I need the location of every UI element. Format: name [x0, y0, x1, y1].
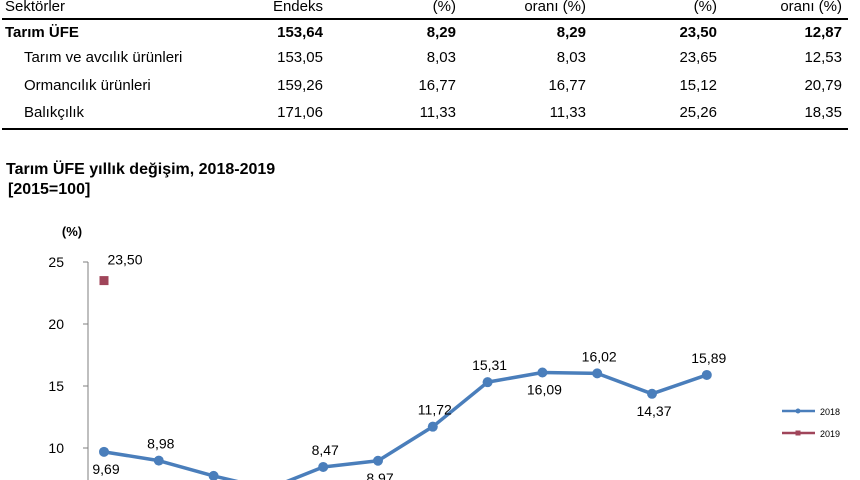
table-bottom-rule [2, 128, 848, 130]
chart-legend: 2018 2019 [782, 407, 840, 439]
series-2018-point [537, 367, 548, 378]
cell-ytd: 8,03 [556, 49, 586, 66]
y-tick-label: 20 [48, 316, 64, 332]
table-row: Ormancılık ürünleri 159,26 16,77 16,77 1… [0, 76, 848, 102]
header-average-change: oranı (%) [780, 0, 842, 15]
series-2018-point [592, 368, 603, 379]
table-row: Tarım ve avcılık ürünleri 153,05 8,03 8,… [0, 48, 848, 74]
data-label-2018: 15,31 [472, 357, 507, 373]
cell-annual: 15,12 [679, 77, 717, 94]
y-tick-label: 15 [48, 378, 64, 394]
legend-label: 2019 [820, 429, 840, 439]
header-annual-change: (%) [693, 0, 717, 15]
series-2018-line [103, 370, 708, 480]
header-sector: Sektörler [5, 0, 66, 15]
series-2018-point [701, 369, 712, 380]
cell-average: 20,79 [804, 77, 842, 94]
data-label-2018: 9,69 [92, 461, 119, 477]
table-row: Balıkçılık 171,06 11,33 11,33 25,26 18,3… [0, 103, 848, 129]
series-2018-point [427, 421, 438, 432]
y-tick-label: 25 [48, 254, 64, 270]
chart-title: Tarım ÜFE yıllık değişim, 2018-2019 [6, 161, 276, 178]
data-label-2018: 8,98 [147, 436, 174, 452]
cell-monthly: 11,33 [419, 104, 456, 121]
data-label-2018: 8,47 [312, 442, 339, 458]
data-label-2018: 16,02 [582, 348, 617, 364]
y-ticks: 10 15 20 25 [48, 254, 88, 456]
cell-annual: 23,50 [679, 24, 717, 41]
cell-ytd: 11,33 [549, 104, 586, 121]
header-ytd-change: oranı (%) [524, 0, 586, 15]
series-2018-point [208, 470, 219, 480]
y-axis-label: (%) [62, 224, 82, 239]
cell-average: 18,35 [804, 104, 842, 121]
data-label-2018: 11,72 [418, 402, 452, 418]
cell-index: 153,64 [277, 24, 323, 41]
row-label: Balıkçılık [24, 104, 85, 121]
series-2018-point [153, 455, 164, 466]
series-2018-point [647, 388, 657, 399]
cell-average: 12,53 [804, 49, 842, 66]
chart-series: 9,69 8,98 8,47 8,97 11,72 15,31 16,09 16,02 14,3… [92, 252, 727, 480]
cell-monthly: 8,29 [426, 24, 456, 41]
cell-annual: 25,26 [679, 104, 717, 121]
y-tick-label: 10 [48, 440, 64, 456]
series-2018-point [373, 455, 383, 466]
cell-ytd: 8,29 [556, 24, 586, 41]
cell-monthly: 16,77 [418, 77, 456, 94]
header-monthly-change: (%) [432, 0, 456, 15]
data-label-2018: 16,09 [527, 381, 562, 397]
cell-average: 12,87 [804, 24, 842, 41]
series-2019-point [99, 276, 109, 286]
series-2018-point [482, 377, 493, 388]
row-label: Tarım ve avcılık ürünleri [24, 49, 183, 66]
cell-index: 171,06 [277, 104, 323, 121]
series-2018-point [318, 461, 329, 472]
chart-subtitle: [2015=100] [8, 181, 91, 198]
cell-ytd: 16,77 [548, 77, 586, 94]
data-label-2018: 14,37 [636, 403, 671, 419]
table-header-row: Sektörler Endeks (%) oranı (%) (%) oranı… [0, 0, 848, 23]
legend-label: 2018 [820, 407, 840, 417]
cell-annual: 23,65 [679, 49, 717, 66]
data-label-2019: 23,50 [107, 252, 142, 268]
row-label: Ormancılık ürünleri [24, 77, 151, 94]
header-index: Endeks [272, 0, 323, 15]
data-label-2018: 15,89 [691, 350, 726, 366]
header-rule [2, 18, 848, 20]
legend-swatch-marker [795, 430, 801, 436]
legend-swatch-marker [795, 408, 801, 414]
table-row: Tarım ÜFE 153,64 8,29 8,29 23,50 12,87 [0, 23, 848, 49]
series-2018-point [99, 446, 109, 457]
cell-index: 153,05 [277, 49, 323, 66]
cell-index: 159,26 [277, 77, 323, 94]
data-label-2018: 8,97 [366, 470, 393, 480]
row-label: Tarım ÜFE [5, 24, 79, 41]
cell-monthly: 8,03 [426, 49, 456, 66]
